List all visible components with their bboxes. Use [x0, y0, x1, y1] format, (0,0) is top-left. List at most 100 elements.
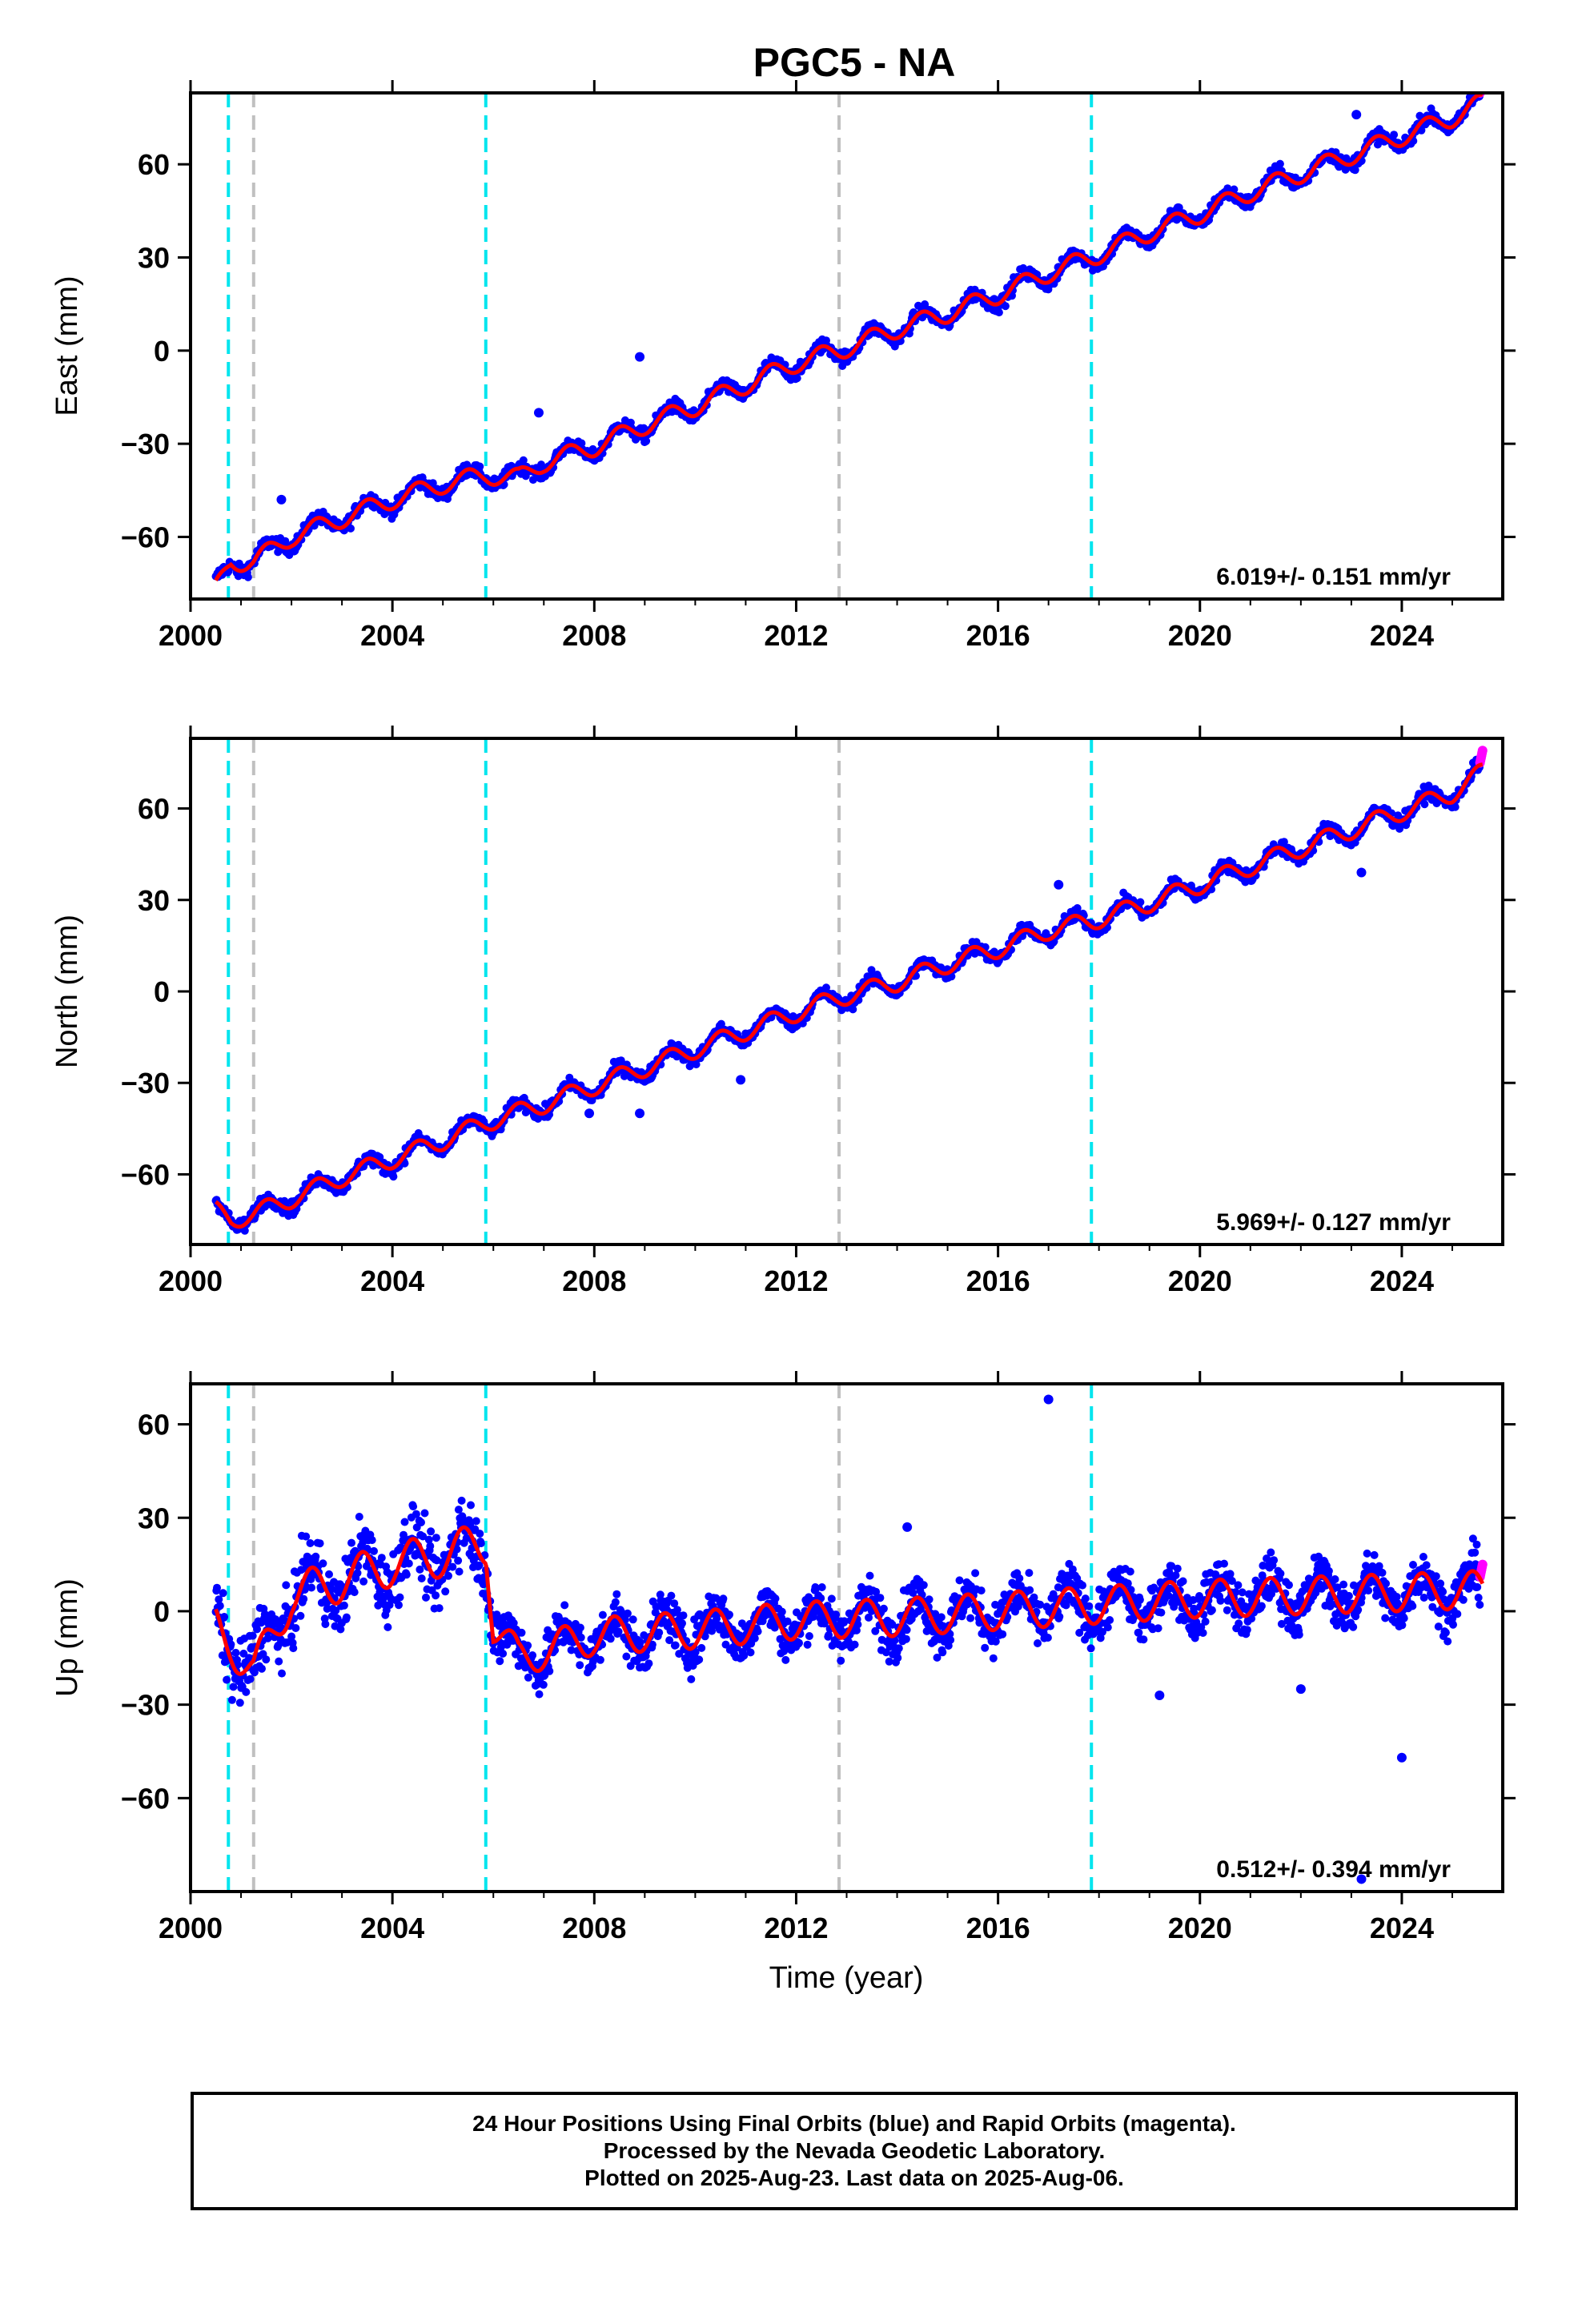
data-point-86	[281, 537, 290, 545]
data-point-1103	[879, 1604, 888, 1613]
data-point-883	[746, 1648, 755, 1657]
data-point-789	[849, 1005, 857, 1014]
data-point-1126	[893, 1654, 902, 1663]
data-point-274	[377, 1554, 386, 1562]
data-point-1264	[977, 1586, 986, 1595]
outlier-point-4	[635, 1108, 645, 1119]
data-point-29	[229, 1683, 238, 1691]
data-point-1473	[1103, 1623, 1112, 1632]
data-point-212	[339, 1601, 348, 1610]
data-point-812	[867, 966, 876, 975]
data-point-125	[287, 1632, 296, 1641]
rapid-point-5	[1477, 78, 1487, 88]
data-point-435	[475, 1561, 484, 1570]
data-point-759	[671, 1641, 680, 1650]
outlier-point-2	[533, 408, 544, 418]
rapid-point-4	[1477, 81, 1487, 90]
data-point-963	[795, 1638, 803, 1647]
data-point-991	[812, 1584, 821, 1593]
data-point-720	[793, 374, 801, 383]
data-point-1535	[1451, 802, 1460, 811]
data-point-770	[678, 1619, 686, 1627]
data-point-603	[576, 1633, 585, 1642]
data-point-36	[240, 1226, 249, 1235]
outlier-point-3	[276, 494, 287, 505]
x-tick-label-5: 2016	[966, 619, 1030, 652]
plot-area-up	[211, 1384, 1488, 1892]
data-point-1299	[998, 1630, 1007, 1638]
data-point-1556	[1154, 1624, 1162, 1633]
data-point-469	[496, 1657, 504, 1666]
data-point-1526	[1135, 1595, 1144, 1604]
data-point-680	[623, 1609, 632, 1618]
data-point-515	[524, 1641, 532, 1650]
data-point-1630	[1199, 1629, 1207, 1637]
data-point-701	[636, 1638, 644, 1647]
data-point-1510	[1126, 1567, 1134, 1576]
y-tick-label-2: −30	[121, 1067, 170, 1100]
data-point-1270	[981, 1643, 990, 1652]
data-point-662	[612, 1590, 621, 1598]
data-point-1193	[1174, 203, 1183, 212]
data-point-802	[697, 1643, 706, 1652]
outlier-point-4	[1351, 110, 1362, 120]
outlier-point-5	[1356, 867, 1367, 878]
data-point-798	[695, 1655, 704, 1664]
data-point-505	[517, 1628, 526, 1637]
data-point-50	[242, 1687, 251, 1696]
data-point-384	[444, 1571, 452, 1580]
data-point-1246	[966, 1614, 975, 1622]
data-point-1445	[1086, 1644, 1095, 1653]
data-point-220	[389, 1172, 398, 1181]
data-point-587	[685, 1062, 694, 1071]
x-tick-label-7: 2024	[1370, 1265, 1434, 1297]
data-point-436	[476, 1530, 484, 1538]
data-point-1060	[853, 1620, 862, 1629]
data-point-1080	[865, 1571, 874, 1580]
data-point-86	[263, 1634, 272, 1642]
data-point-1426	[1075, 1628, 1084, 1637]
data-point-158	[307, 1583, 315, 1592]
data-point-964	[990, 295, 998, 304]
final-orbit-points	[211, 1394, 1484, 1884]
data-point-533	[642, 436, 651, 445]
y-tick-label-5: 60	[138, 148, 170, 181]
data-point-1055	[850, 1640, 859, 1649]
data-point-1151	[909, 1589, 917, 1597]
data-point-474	[499, 1649, 508, 1658]
data-point-68	[253, 1625, 261, 1634]
data-point-1191	[933, 1653, 942, 1662]
data-point-652	[606, 1634, 615, 1643]
data-point-1597	[1178, 1577, 1187, 1586]
data-point-1012	[825, 1630, 833, 1639]
data-point-261	[370, 1546, 378, 1555]
data-point-639	[598, 1610, 607, 1619]
data-point-1670	[1223, 1606, 1231, 1614]
data-point-1288	[991, 1637, 1000, 1646]
data-point-466	[494, 1614, 502, 1623]
final-orbit-points	[211, 93, 1484, 581]
data-point-258	[367, 1536, 376, 1545]
data-point-1688	[1234, 1581, 1243, 1590]
model-curve	[215, 762, 1484, 1229]
data-point-890	[750, 1634, 759, 1642]
data-point-442	[479, 1580, 488, 1589]
x-tick-label-3: 2008	[562, 1265, 626, 1297]
data-point-141	[297, 1566, 306, 1574]
data-point-678	[622, 1652, 631, 1661]
data-point-61	[248, 1631, 257, 1640]
data-point-1573	[1164, 1591, 1173, 1600]
data-point-1439	[1373, 140, 1382, 149]
data-point-1695	[1238, 1588, 1247, 1597]
data-point-352	[424, 1535, 433, 1544]
data-point-342	[419, 1532, 428, 1541]
x-tick-label-5: 2016	[966, 1265, 1030, 1297]
x-tick-label-6: 2020	[1168, 1265, 1232, 1297]
data-point-1357	[1034, 1639, 1042, 1647]
x-tick-label-4: 2012	[764, 619, 828, 652]
data-point-1582	[1170, 1602, 1178, 1611]
data-point-1117	[888, 1620, 897, 1629]
data-point-728	[652, 1602, 661, 1611]
outlier-point-1	[635, 352, 645, 362]
data-point-453	[577, 439, 586, 448]
